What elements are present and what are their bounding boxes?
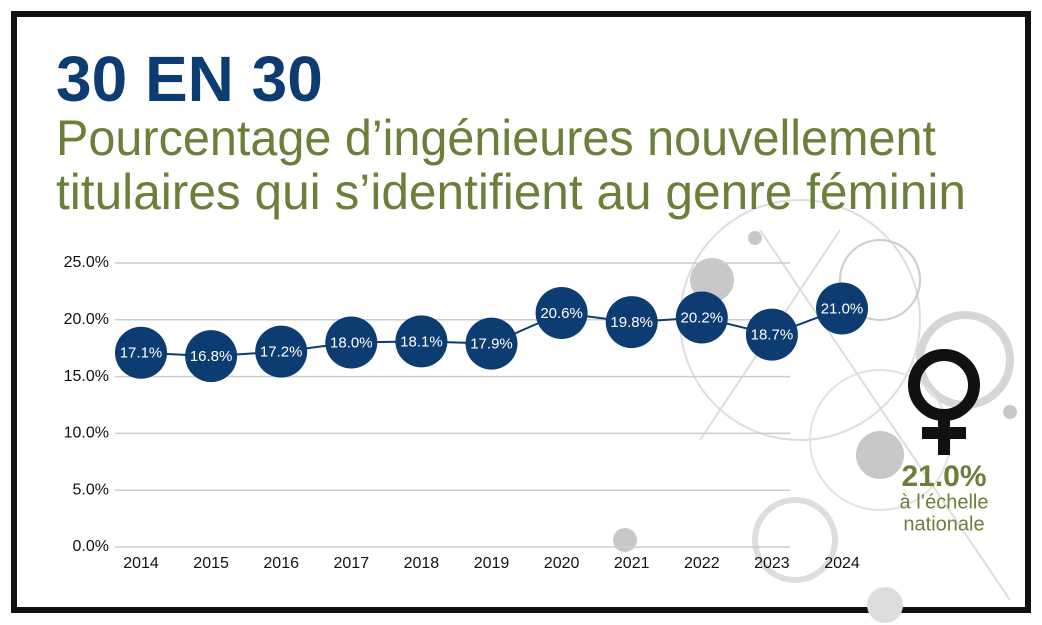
point	[255, 325, 308, 378]
point	[745, 308, 798, 361]
value-label: 18.7%	[751, 327, 794, 344]
point	[605, 296, 658, 349]
value-label: 18.0%	[330, 334, 373, 351]
point	[115, 326, 167, 379]
y-tick-label: 5.0%	[73, 481, 109, 498]
female-symbol	[908, 349, 980, 455]
value-label: 21.0%	[821, 300, 864, 317]
value-label: 17.1%	[120, 345, 163, 362]
value-label: 20.2%	[681, 309, 724, 326]
annotation: nationale	[903, 513, 984, 535]
x-tick-label: 2021	[614, 555, 650, 572]
y-tick-label: 20.0%	[64, 311, 109, 328]
y-tick-label: 10.0%	[64, 425, 109, 442]
subtitle: titulaires qui s’identifient au genre fé…	[56, 164, 966, 220]
point	[535, 286, 588, 339]
decoration-dots	[613, 231, 1017, 623]
y-tick-label: 25.0%	[64, 254, 109, 271]
point	[185, 330, 238, 383]
x-tick-label: 2017	[334, 555, 370, 572]
value-label: 16.8%	[190, 348, 233, 365]
point	[325, 316, 378, 369]
point	[395, 315, 448, 368]
value-label: 19.8%	[610, 314, 653, 331]
y-tick-label: 15.0%	[64, 368, 109, 385]
x-tick-label: 2014	[123, 555, 159, 572]
x-tick-label: 2020	[544, 555, 580, 572]
x-tick-label: 2024	[824, 555, 860, 572]
title: 30 EN 30	[56, 43, 323, 115]
x-tick-label: 2023	[754, 555, 790, 572]
annotation: à l’échelle	[900, 491, 989, 513]
point	[465, 317, 518, 370]
x-tick-label: 2016	[263, 555, 299, 572]
y-tick-label: 0.0%	[73, 538, 109, 555]
annotation: 21.0%	[901, 460, 986, 493]
x-tick-label: 2019	[474, 555, 510, 572]
x-tick-label: 2022	[684, 555, 720, 572]
point	[816, 282, 868, 335]
point	[675, 291, 728, 344]
value-label: 17.2%	[260, 344, 303, 361]
value-label: 18.1%	[400, 333, 443, 350]
subtitle: Pourcentage d’ingénieures nouvellement	[56, 110, 936, 166]
x-tick-label: 2015	[193, 555, 229, 572]
value-label: 17.9%	[470, 336, 513, 353]
value-label: 20.6%	[540, 305, 583, 322]
x-tick-label: 2018	[404, 555, 440, 572]
